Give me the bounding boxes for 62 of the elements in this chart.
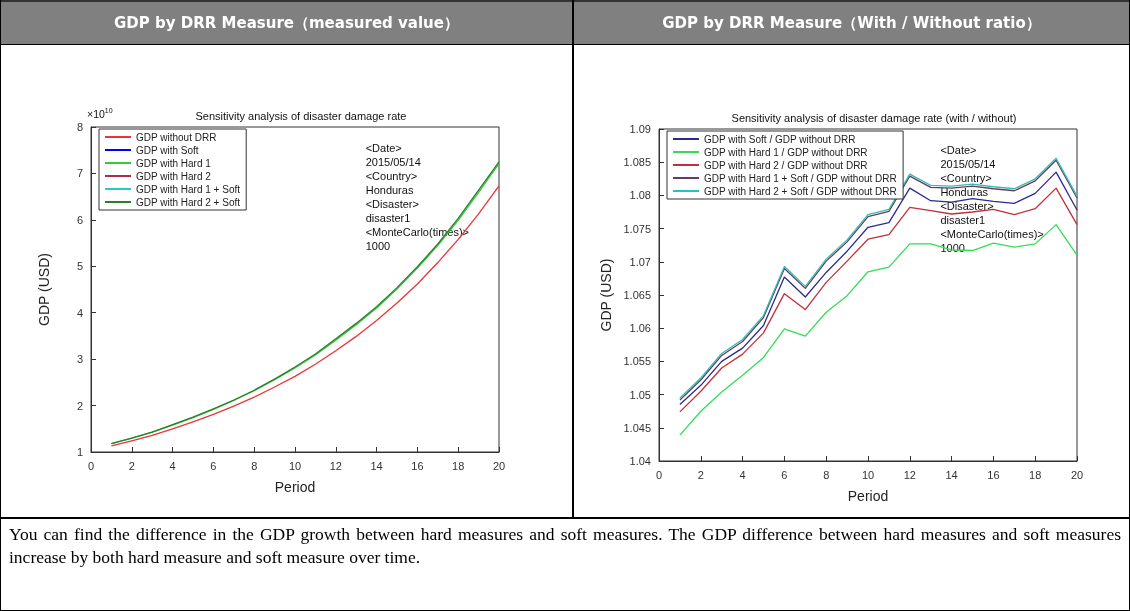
y-tick-label: 1.065: [623, 289, 651, 301]
y-tick-label: 7: [76, 167, 83, 180]
x-tick-label: 6: [210, 459, 217, 472]
legend-label: GDP with Soft: [136, 144, 199, 156]
y-tick-label: 1.05: [629, 388, 651, 401]
y-axis-title: GDP (USD): [597, 258, 614, 332]
y-tick-label: 1.085: [623, 156, 651, 169]
x-tick-label: 20: [1070, 468, 1084, 481]
legend-label: GDP with Hard 1 + Soft / GDP without DRR: [704, 172, 897, 184]
y-tick-label: 5: [76, 260, 83, 273]
x-axis-title: Period: [274, 479, 316, 495]
x-tick-label: 4: [739, 468, 746, 481]
y-tick-label: 1.075: [623, 222, 651, 235]
x-tick-label: 0: [655, 468, 663, 481]
y-tick-label: 1.055: [623, 355, 651, 368]
x-tick-label: 18: [1029, 468, 1042, 481]
chart-title: GDP by DRR Measure（measured value）: [1, 0, 572, 45]
x-tick-label: 18: [452, 459, 465, 472]
x-tick-label: 6: [781, 468, 788, 481]
legend-label: GDP with Hard 1: [136, 157, 212, 169]
x-tick-label: 8: [823, 468, 830, 481]
x-tick-label: 20: [492, 459, 506, 472]
x-tick-label: 2: [128, 459, 135, 472]
legend-label: GDP with Soft / GDP without DRR: [704, 133, 856, 145]
legend-label: GDP with Hard 1 / GDP without DRR: [704, 146, 868, 158]
x-tick-label: 14: [370, 459, 383, 472]
y-tick-label: 8: [76, 121, 83, 133]
line-series: [679, 223, 1078, 436]
y-tick-label: 1.06: [629, 322, 651, 335]
chart-title: GDP by DRR Measure（With / Without ratio）: [574, 0, 1129, 45]
y-tick-label: 1.08: [629, 189, 651, 202]
chart-subtitle: Sensitivity analysis of disaster damage rate: [195, 109, 407, 122]
y-tick-label: 1.045: [623, 421, 651, 434]
x-tick-label: 0: [87, 459, 95, 472]
x-tick-label: 10: [861, 468, 875, 481]
chart-subtitle: Sensitivity analysis of disaster damage rate (with / without): [731, 111, 1017, 124]
legend-label: GDP with Hard 2: [136, 170, 212, 182]
y-tick-label: 1.09: [629, 123, 651, 135]
legend-label: GDP with Hard 2 + Soft / GDP without DRR: [704, 185, 897, 197]
y-tick-label: 6: [76, 213, 83, 226]
x-axis-title: Period: [847, 488, 889, 504]
legend-label: GDP with Hard 2 + Soft: [136, 196, 241, 208]
legend-label: GDP without DRR: [136, 131, 217, 143]
legend-label: GDP with Hard 1 + Soft: [136, 183, 241, 195]
x-tick-label: 14: [945, 468, 958, 481]
x-tick-label: 12: [903, 468, 916, 481]
y-tick-label: 1.07: [629, 255, 651, 268]
y-tick-label: 1.04: [629, 455, 651, 467]
y-tick-label: 1: [76, 446, 83, 458]
x-tick-label: 10: [288, 459, 302, 472]
text: You can find the difference in the GDP growth between hard measures and soft measures. The GDP difference between hard measures and soft measures increase by both hard measure and soft measure over time.: [0, 517, 1130, 611]
x-tick-label: 8: [251, 459, 258, 472]
x-tick-label: 4: [169, 459, 176, 472]
x-tick-label: 2: [697, 468, 704, 481]
x-tick-label: 16: [411, 459, 424, 472]
legend-label: GDP with Hard 2 / GDP without DRR: [704, 159, 868, 171]
x-tick-label: 16: [987, 468, 1000, 481]
y-tick-label: 2: [76, 399, 83, 412]
x-tick-label: 12: [329, 459, 342, 472]
y-tick-label: 3: [76, 353, 83, 366]
y-axis-title: GDP (USD): [36, 253, 52, 326]
y-tick-label: 4: [76, 306, 83, 319]
